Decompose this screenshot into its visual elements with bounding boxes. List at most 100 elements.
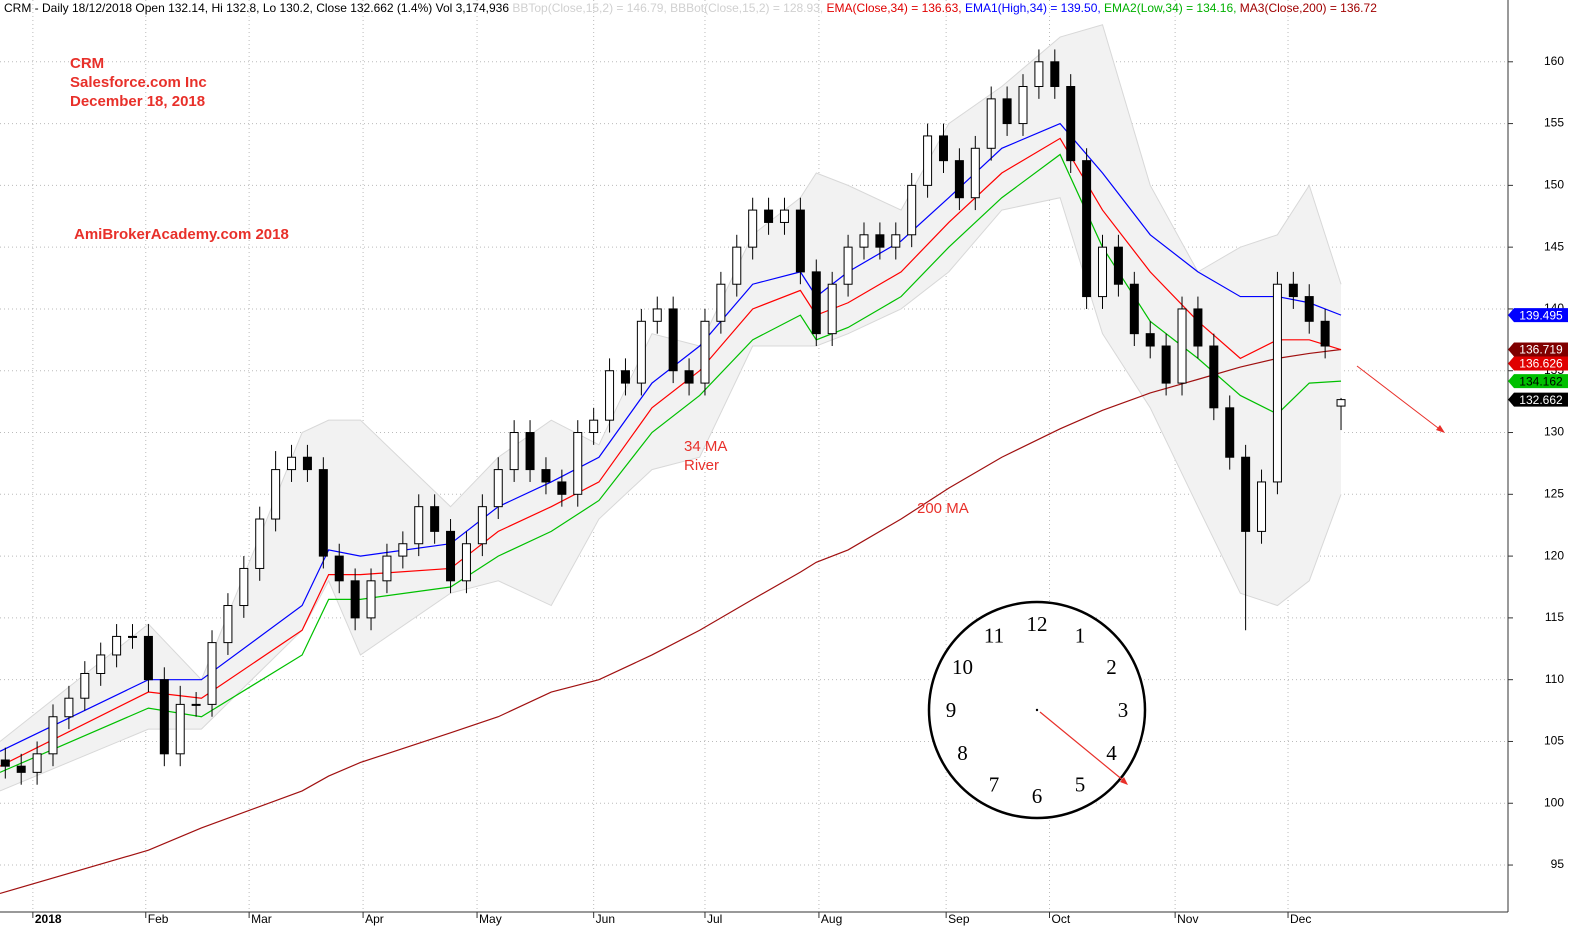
candle-body — [143, 635, 153, 681]
candle-body — [0, 759, 10, 767]
y-tick-label: 145 — [1544, 239, 1564, 253]
candle-body — [795, 209, 805, 273]
price-tag-label: 136.719 — [1519, 343, 1563, 357]
candle-body — [700, 320, 710, 384]
price-tag-label: 134.162 — [1519, 374, 1563, 388]
x-tick-label: Sep — [948, 912, 970, 926]
candle-body — [414, 506, 424, 545]
y-tick-label: 155 — [1544, 116, 1564, 130]
candle-body — [525, 432, 535, 471]
candle-body — [16, 765, 26, 773]
candle-body — [843, 246, 853, 285]
clock-number: 2 — [1106, 655, 1117, 679]
x-tick-label: Feb — [148, 912, 169, 926]
candle-body — [1288, 283, 1298, 298]
candle-body — [48, 716, 58, 755]
candle-body — [1336, 399, 1346, 407]
candle-body — [1225, 407, 1235, 458]
candle-body — [684, 370, 694, 384]
candle-body — [1241, 456, 1251, 532]
candle-body — [32, 753, 42, 773]
x-tick-label: Nov — [1177, 912, 1198, 926]
candle-body — [446, 530, 456, 582]
candle-body — [605, 370, 615, 421]
candle-body — [732, 246, 742, 285]
candle-body — [1257, 481, 1267, 532]
candle-body — [334, 555, 344, 582]
price-tag: 136.626 — [1508, 356, 1568, 371]
candle-body — [287, 456, 297, 471]
candle-body — [509, 432, 519, 471]
candle-body — [80, 672, 90, 699]
candle-body — [923, 135, 933, 186]
y-tick-label: 150 — [1544, 178, 1564, 192]
clock-center — [1035, 708, 1039, 712]
candle-body — [954, 160, 964, 199]
candle-body — [239, 567, 249, 607]
river-label: River — [684, 457, 719, 474]
candle-body — [764, 209, 774, 223]
candle-body — [589, 419, 599, 434]
candle-body — [64, 697, 74, 718]
candle-body — [652, 308, 662, 322]
candle-body — [1066, 86, 1076, 162]
candle-body — [318, 469, 328, 557]
clock-number: 7 — [989, 772, 1000, 796]
candle-body — [398, 543, 408, 557]
price-tag-box — [1508, 342, 1568, 357]
price-tag-box — [1508, 392, 1568, 407]
clock-number: 12 — [1027, 612, 1048, 636]
y-tick-label: 125 — [1544, 486, 1564, 500]
axis-layer: 9510010511011512012513013514014515015516… — [32, 54, 1568, 926]
clock-hand-head — [1120, 777, 1128, 785]
candle-body — [938, 135, 948, 162]
candle-body — [493, 469, 503, 508]
candle-body — [557, 481, 567, 495]
candle-body — [1304, 296, 1314, 322]
y-tick-label: 100 — [1544, 795, 1564, 809]
candle-body — [859, 234, 869, 248]
candle-body — [1113, 246, 1123, 285]
candle-body — [1034, 61, 1044, 88]
candle-body — [477, 506, 487, 545]
candle-body — [159, 679, 169, 755]
candle-body — [716, 283, 726, 322]
candle-body — [541, 469, 551, 483]
candle-body — [620, 370, 630, 384]
candle-body — [223, 605, 233, 644]
candle-body — [366, 580, 376, 619]
candle-body — [175, 703, 185, 755]
candle-body — [271, 469, 281, 520]
candle-body — [382, 555, 392, 582]
header-segment: EMA(Close,34) = 136.63, — [827, 1, 965, 15]
y-tick-label: 160 — [1544, 54, 1564, 68]
clock-number: 5 — [1075, 772, 1086, 796]
y-tick-label: 130 — [1544, 425, 1564, 439]
candle-body — [986, 98, 996, 149]
candle-body — [970, 147, 980, 199]
candle-body — [891, 234, 901, 248]
candle-body — [748, 209, 758, 248]
header-segment: BBTop(Close,15,2) = 146.79, BBBot(Close,… — [512, 1, 826, 15]
bollinger-band — [0, 24, 1342, 791]
y-tick-label: 115 — [1545, 610, 1564, 624]
candle-body — [1272, 283, 1282, 483]
clock-number: 8 — [957, 741, 968, 765]
ticker: CRM — [70, 55, 104, 72]
candle-body — [1161, 345, 1171, 384]
clock-number: 4 — [1106, 741, 1117, 765]
candle-body — [302, 456, 312, 471]
candle-body — [1018, 86, 1028, 125]
date: December 18, 2018 — [70, 93, 205, 110]
candle-body — [96, 654, 106, 674]
candle-body — [1129, 283, 1139, 335]
trend-arrow — [1356, 365, 1443, 432]
candle-body — [255, 518, 265, 569]
clock-hand — [1039, 711, 1125, 782]
x-tick-label: Dec — [1290, 912, 1311, 926]
candle-body — [128, 635, 138, 638]
price-tag-box — [1508, 308, 1568, 323]
candle-body — [636, 320, 646, 384]
